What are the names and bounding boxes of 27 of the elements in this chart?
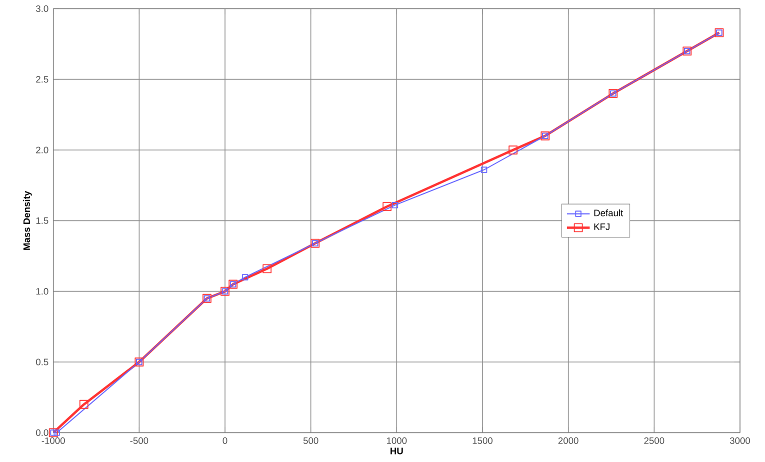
legend-label: Default	[594, 209, 624, 216]
x-tick-label: 2500	[644, 437, 664, 444]
point	[392, 202, 398, 208]
x-tick-label: -1000	[42, 437, 65, 444]
y-tick-label: 2.5	[36, 76, 48, 83]
y-tick-label: 2.0	[36, 146, 48, 154]
x-tick-label: 1000	[386, 437, 407, 444]
x-tick-label: 3000	[730, 437, 750, 444]
x-tick-label: 2000	[558, 437, 578, 444]
y-tick-label: 0.0	[36, 429, 48, 436]
y-tick-label: 1.0	[36, 288, 48, 295]
point	[508, 146, 518, 154]
y-tick-label: 1.5	[36, 217, 48, 224]
point	[79, 400, 88, 409]
y-axis-title: Mass Density	[23, 190, 32, 250]
point	[480, 166, 488, 173]
legend-label: KFJ	[594, 224, 610, 230]
x-tick-label: 1500	[472, 437, 493, 444]
point	[262, 264, 272, 274]
x-tick-label: 0	[222, 437, 228, 444]
point	[382, 202, 392, 212]
point	[242, 274, 248, 280]
x-tick-label: -500	[130, 437, 148, 444]
y-tick-label: 0.5	[36, 358, 48, 366]
x-tick-label: 500	[303, 437, 318, 444]
y-tick-label: 3.0	[36, 5, 48, 12]
x-axis-title: HU	[390, 448, 403, 454]
